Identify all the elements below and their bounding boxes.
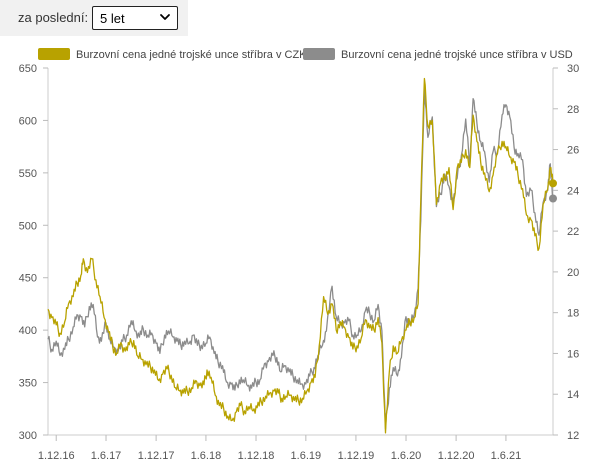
period-label: za poslední:: [18, 10, 89, 25]
y-left-tick-label: 600: [19, 115, 37, 127]
x-tick-label: 1.6.19: [291, 450, 322, 462]
x-tick-label: 1.12.18: [238, 450, 275, 462]
x-tick-label: 1.6.21: [491, 450, 522, 462]
y-right-tick-label: 28: [567, 104, 579, 116]
plot-area: [47, 77, 557, 434]
y-right-tick-label: 30: [567, 63, 579, 75]
y-left-tick-label: 550: [19, 168, 37, 180]
y-left-tick-label: 350: [19, 378, 37, 390]
y-right-tick-label: 12: [567, 430, 579, 442]
legend-swatch-czk: [38, 48, 70, 60]
y-right-tick-label: 24: [567, 185, 579, 197]
x-tick-label: 1.6.18: [191, 450, 222, 462]
series-line-usd: [47, 85, 554, 430]
x-tick-label: 1.12.20: [438, 450, 475, 462]
period-select-value: 5 let: [100, 11, 125, 26]
x-tick-label: 1.12.19: [338, 450, 375, 462]
x-tick-label: 1.12.16: [38, 450, 75, 462]
chart-legend: Burzovní cena jedné trojské unce stříbra…: [38, 48, 573, 61]
y-right-tick-label: 20: [567, 267, 579, 279]
period-select[interactable]: 5 let: [92, 6, 178, 30]
y-left-tick-label: 650: [19, 63, 37, 75]
y-right-tick-label: 16: [567, 348, 579, 360]
series-line-czk: [47, 77, 554, 434]
y-left-tick-label: 450: [19, 273, 37, 285]
y-right-tick-label: 18: [567, 308, 579, 320]
y-right-tick-label: 26: [567, 145, 579, 157]
chevron-down-icon: [160, 14, 170, 20]
y-right-tick-label: 22: [567, 226, 579, 238]
series-end-marker-czk: [549, 179, 557, 188]
y-left-tick-label: 500: [19, 220, 37, 232]
x-tick-label: 1.6.17: [91, 450, 122, 462]
y-left-tick-label: 300: [19, 430, 37, 442]
x-tick-label: 1.12.17: [138, 450, 175, 462]
series-end-marker-usd: [549, 194, 557, 203]
legend-label-usd: Burzovní cena jedné trojské unce stříbra…: [341, 49, 573, 61]
chart-axes: 300 350 400 450 500 550 600 650 12 14 16 18 20 22 24 26…: [19, 63, 580, 462]
legend-swatch-usd: [303, 48, 335, 60]
legend-label-czk: Burzovní cena jedné trojské unce stříbra…: [76, 49, 307, 61]
x-tick-label: 1.6.20: [391, 450, 422, 462]
y-right-tick-label: 14: [567, 389, 579, 401]
period-toolbar: za poslední: 5 let: [0, 0, 188, 36]
y-left-tick-label: 400: [19, 325, 37, 337]
